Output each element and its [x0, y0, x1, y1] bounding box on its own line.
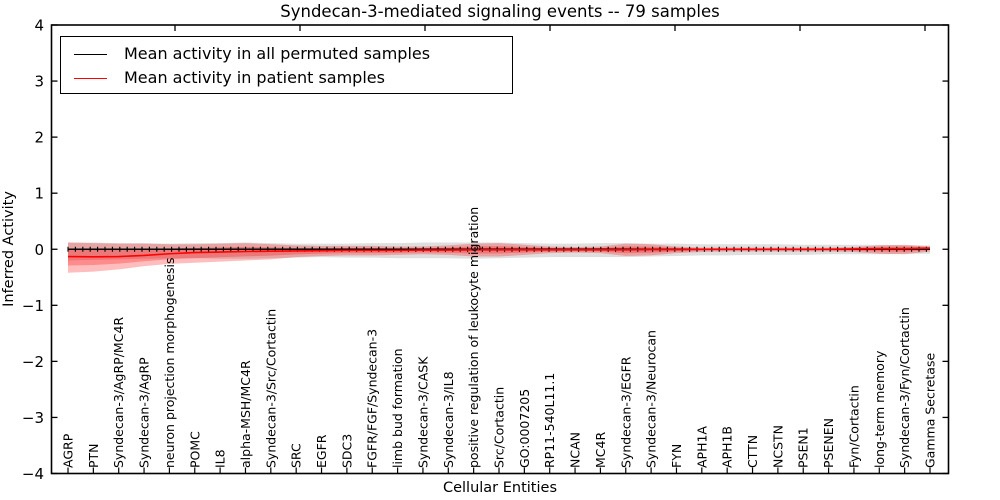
y-axis-label: Inferred Activity — [1, 191, 17, 307]
legend-label-patient: Mean activity in patient samples — [124, 68, 385, 87]
y-tick-label: 0 — [34, 241, 44, 259]
legend-box: Mean activity in all permuted samples Me… — [60, 36, 513, 94]
x-category-label: EGFR — [314, 434, 329, 468]
y-tick-label: 2 — [34, 129, 44, 147]
x-category-label: Gamma Secretase — [923, 353, 938, 468]
x-category-label: NCSTN — [770, 425, 785, 468]
y-tick-label: 4 — [34, 17, 44, 35]
x-category-label: limb bud formation — [390, 348, 405, 468]
x-category-label: POMC — [187, 431, 202, 468]
x-category-label: alpha-MSH/MC4R — [238, 360, 253, 468]
x-category-label: PTN — [86, 443, 101, 468]
x-category-label: FYN — [669, 444, 684, 468]
x-category-label: GO:0007205 — [517, 389, 532, 468]
legend-label-permuted: Mean activity in all permuted samples — [124, 44, 431, 63]
x-category-label: NCAN — [568, 432, 583, 468]
legend-item-patient: Mean activity in patient samples — [61, 66, 512, 90]
x-category-label: APH1B — [720, 426, 735, 468]
x-category-label: RP11-540L11.1 — [542, 373, 557, 468]
x-category-label: Syndecan-3/Fyn/Cortactin — [897, 307, 912, 468]
x-axis-label: Cellular Entities — [442, 480, 558, 496]
permuted-std-band — [68, 242, 930, 261]
x-category-label: SDC3 — [339, 434, 354, 468]
chart-title: Syndecan-3-mediated signaling events -- … — [280, 2, 720, 21]
y-tick-label: −4 — [22, 465, 44, 483]
x-category-label: Syndecan-3/AgRP/MC4R — [111, 317, 126, 468]
x-category-label: Fyn/Cortactin — [846, 385, 861, 468]
x-category-label: Src/Cortactin — [492, 387, 507, 468]
x-category-label: AGRP — [61, 433, 76, 468]
patient-std-band-outer — [68, 242, 930, 273]
y-tick-label: −3 — [22, 409, 44, 427]
x-category-label: PSENEN — [821, 418, 836, 468]
x-category-label: Syndecan-3/IL8 — [441, 371, 456, 468]
x-category-label: Syndecan-3/EGFR — [618, 356, 633, 468]
patient-line-sample — [74, 77, 107, 79]
y-tick-label: −2 — [22, 353, 44, 371]
x-category-label: Syndecan-3/AgRP — [137, 357, 152, 468]
x-category-label: SRC — [289, 443, 304, 468]
patient-mean-line — [67, 247, 931, 258]
x-category-label: MC4R — [593, 432, 608, 468]
y-tick-label: 1 — [34, 185, 44, 203]
x-category-label: Syndecan-3/Src/Cortactin — [263, 309, 278, 468]
x-category-label: Syndecan-3/CASK — [415, 356, 430, 468]
x-category-label: IL8 — [213, 449, 228, 468]
x-category-label: neuron projection morphogenesis — [162, 257, 177, 468]
y-tick-label: −1 — [22, 297, 44, 315]
x-category-label: PSEN1 — [796, 427, 811, 468]
x-category-label: FGFR/FGF/Syndecan-3 — [365, 329, 380, 468]
x-category-label: Syndecan-3/Neurocan — [644, 330, 659, 468]
legend-item-permuted: Mean activity in all permuted samples — [61, 42, 512, 66]
x-category-label: APH1A — [694, 426, 709, 468]
x-category-label: CTTN — [745, 435, 760, 468]
y-tick-label: 3 — [34, 73, 44, 91]
x-category-label: long-term memory — [872, 350, 887, 468]
permuted-line-sample — [74, 53, 107, 55]
x-category-label: positive regulation of leukocyte migrati… — [466, 207, 481, 468]
